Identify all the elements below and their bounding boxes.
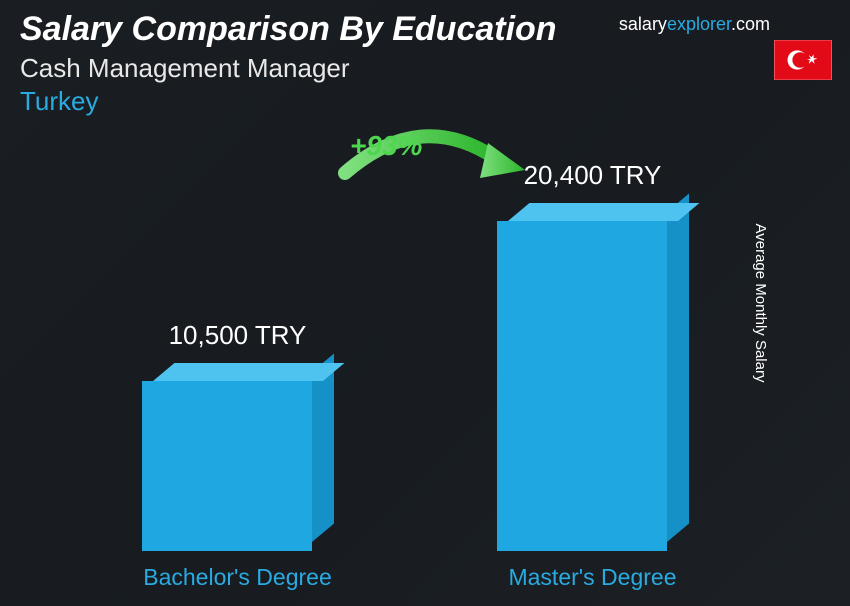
x-axis-labels: Bachelor's Degree Master's Degree: [60, 564, 770, 591]
bar-group: 20,400 TRY: [463, 160, 723, 551]
x-axis-label: Master's Degree: [463, 564, 723, 591]
bar-3d: [497, 203, 689, 551]
country-flag: [774, 40, 832, 80]
brand-prefix: salary: [619, 14, 667, 34]
x-axis-label: Bachelor's Degree: [108, 564, 368, 591]
brand-middle: explorer: [667, 14, 731, 34]
bar-value-label: 10,500 TRY: [169, 320, 307, 351]
brand-suffix: .com: [731, 14, 770, 34]
country: Turkey: [20, 86, 830, 117]
bar-group: 10,500 TRY: [108, 320, 368, 551]
bar-value-label: 20,400 TRY: [524, 160, 662, 191]
brand-watermark: salaryexplorer.com: [619, 14, 770, 35]
job-title: Cash Management Manager: [20, 53, 830, 84]
increase-percent: +93%: [350, 130, 422, 162]
bar-chart: 10,500 TRY 20,400 TRY: [60, 150, 770, 551]
bar-3d: [142, 363, 334, 551]
